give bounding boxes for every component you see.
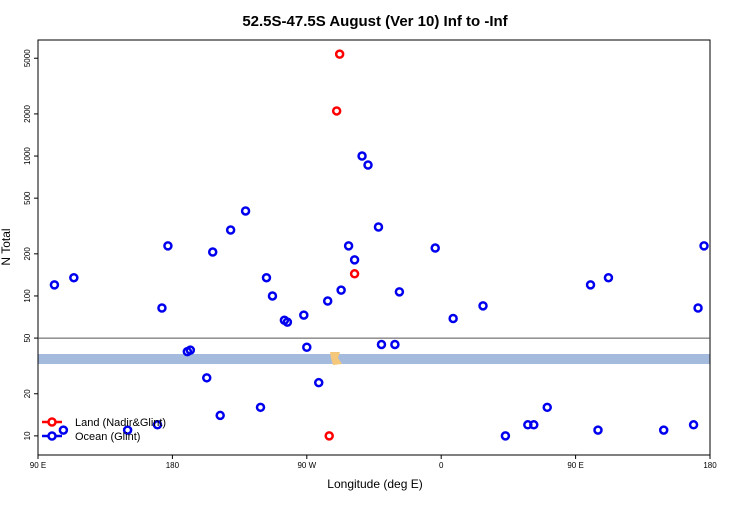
x-axis-label: Longitude (deg E) — [327, 477, 422, 491]
y-axis-label: N Total — [0, 228, 13, 265]
data-point — [122, 425, 133, 435]
data-point — [529, 420, 539, 430]
legend-label: Land (Nadir&Glint) — [75, 417, 166, 429]
data-point — [593, 425, 603, 435]
data-point — [603, 272, 614, 283]
data-point — [373, 222, 384, 232]
data-point — [302, 342, 312, 352]
data-point — [343, 241, 354, 251]
data-point — [542, 402, 552, 413]
y-tick-label: 10 — [23, 431, 32, 440]
data-point — [331, 106, 342, 116]
data-point — [478, 301, 488, 311]
y-tick-label: 100 — [23, 289, 32, 303]
data-point — [201, 373, 212, 383]
chart-title: 52.5S-47.5S August (Ver 10) Inf to -Inf — [242, 13, 508, 30]
data-point — [49, 280, 60, 290]
data-point — [390, 339, 400, 350]
land-blob — [330, 352, 342, 365]
x-tick-label: 90 E — [567, 461, 583, 470]
data-point — [261, 272, 272, 283]
legend-label: Ocean (Glint) — [75, 431, 140, 443]
data-point — [658, 425, 669, 435]
data-point — [69, 272, 79, 283]
y-tick-label: 5000 — [23, 49, 32, 67]
data-point — [448, 313, 458, 324]
data-point — [322, 296, 333, 306]
y-tick-label: 20 — [23, 389, 32, 398]
data-point — [693, 303, 703, 313]
data-point — [585, 280, 596, 290]
plot-frame — [37, 39, 711, 456]
data-point — [185, 345, 196, 355]
data-point — [336, 285, 346, 295]
data-point — [357, 151, 367, 161]
data-point — [334, 49, 345, 59]
x-tick-label: 90 E — [30, 461, 46, 470]
data-point — [215, 410, 225, 421]
data-point — [163, 241, 173, 251]
latitude-band — [38, 354, 710, 364]
y-tick-label: 200 — [23, 247, 32, 261]
legend-marker — [47, 417, 57, 427]
data-point — [240, 206, 251, 216]
x-tick-label: 180 — [166, 461, 180, 470]
data-point — [688, 420, 699, 430]
x-tick-label: 180 — [703, 461, 717, 470]
x-tick-label: 0 — [439, 461, 444, 470]
data-point — [394, 287, 405, 297]
legend-marker — [47, 431, 57, 441]
y-tick-label: 500 — [23, 191, 32, 205]
y-tick-label: 2000 — [23, 104, 32, 122]
data-point — [349, 269, 360, 279]
data-point — [500, 431, 511, 441]
x-tick-label: 90 W — [297, 461, 316, 470]
data-point — [699, 241, 709, 251]
data-point — [313, 377, 324, 388]
data-point — [255, 402, 266, 413]
data-point — [152, 420, 163, 430]
data-point — [299, 310, 309, 320]
data-point — [282, 317, 293, 327]
data-point — [363, 160, 373, 170]
data-point — [267, 291, 278, 301]
y-tick-label: 1000 — [23, 147, 32, 165]
data-point — [349, 255, 360, 265]
data-point — [58, 425, 69, 435]
data-point — [225, 225, 236, 235]
data-point — [207, 247, 218, 257]
data-point — [157, 303, 167, 313]
data-point — [430, 243, 440, 253]
data-point — [376, 339, 387, 350]
y-tick-label: 50 — [23, 333, 32, 342]
data-point — [324, 431, 334, 441]
